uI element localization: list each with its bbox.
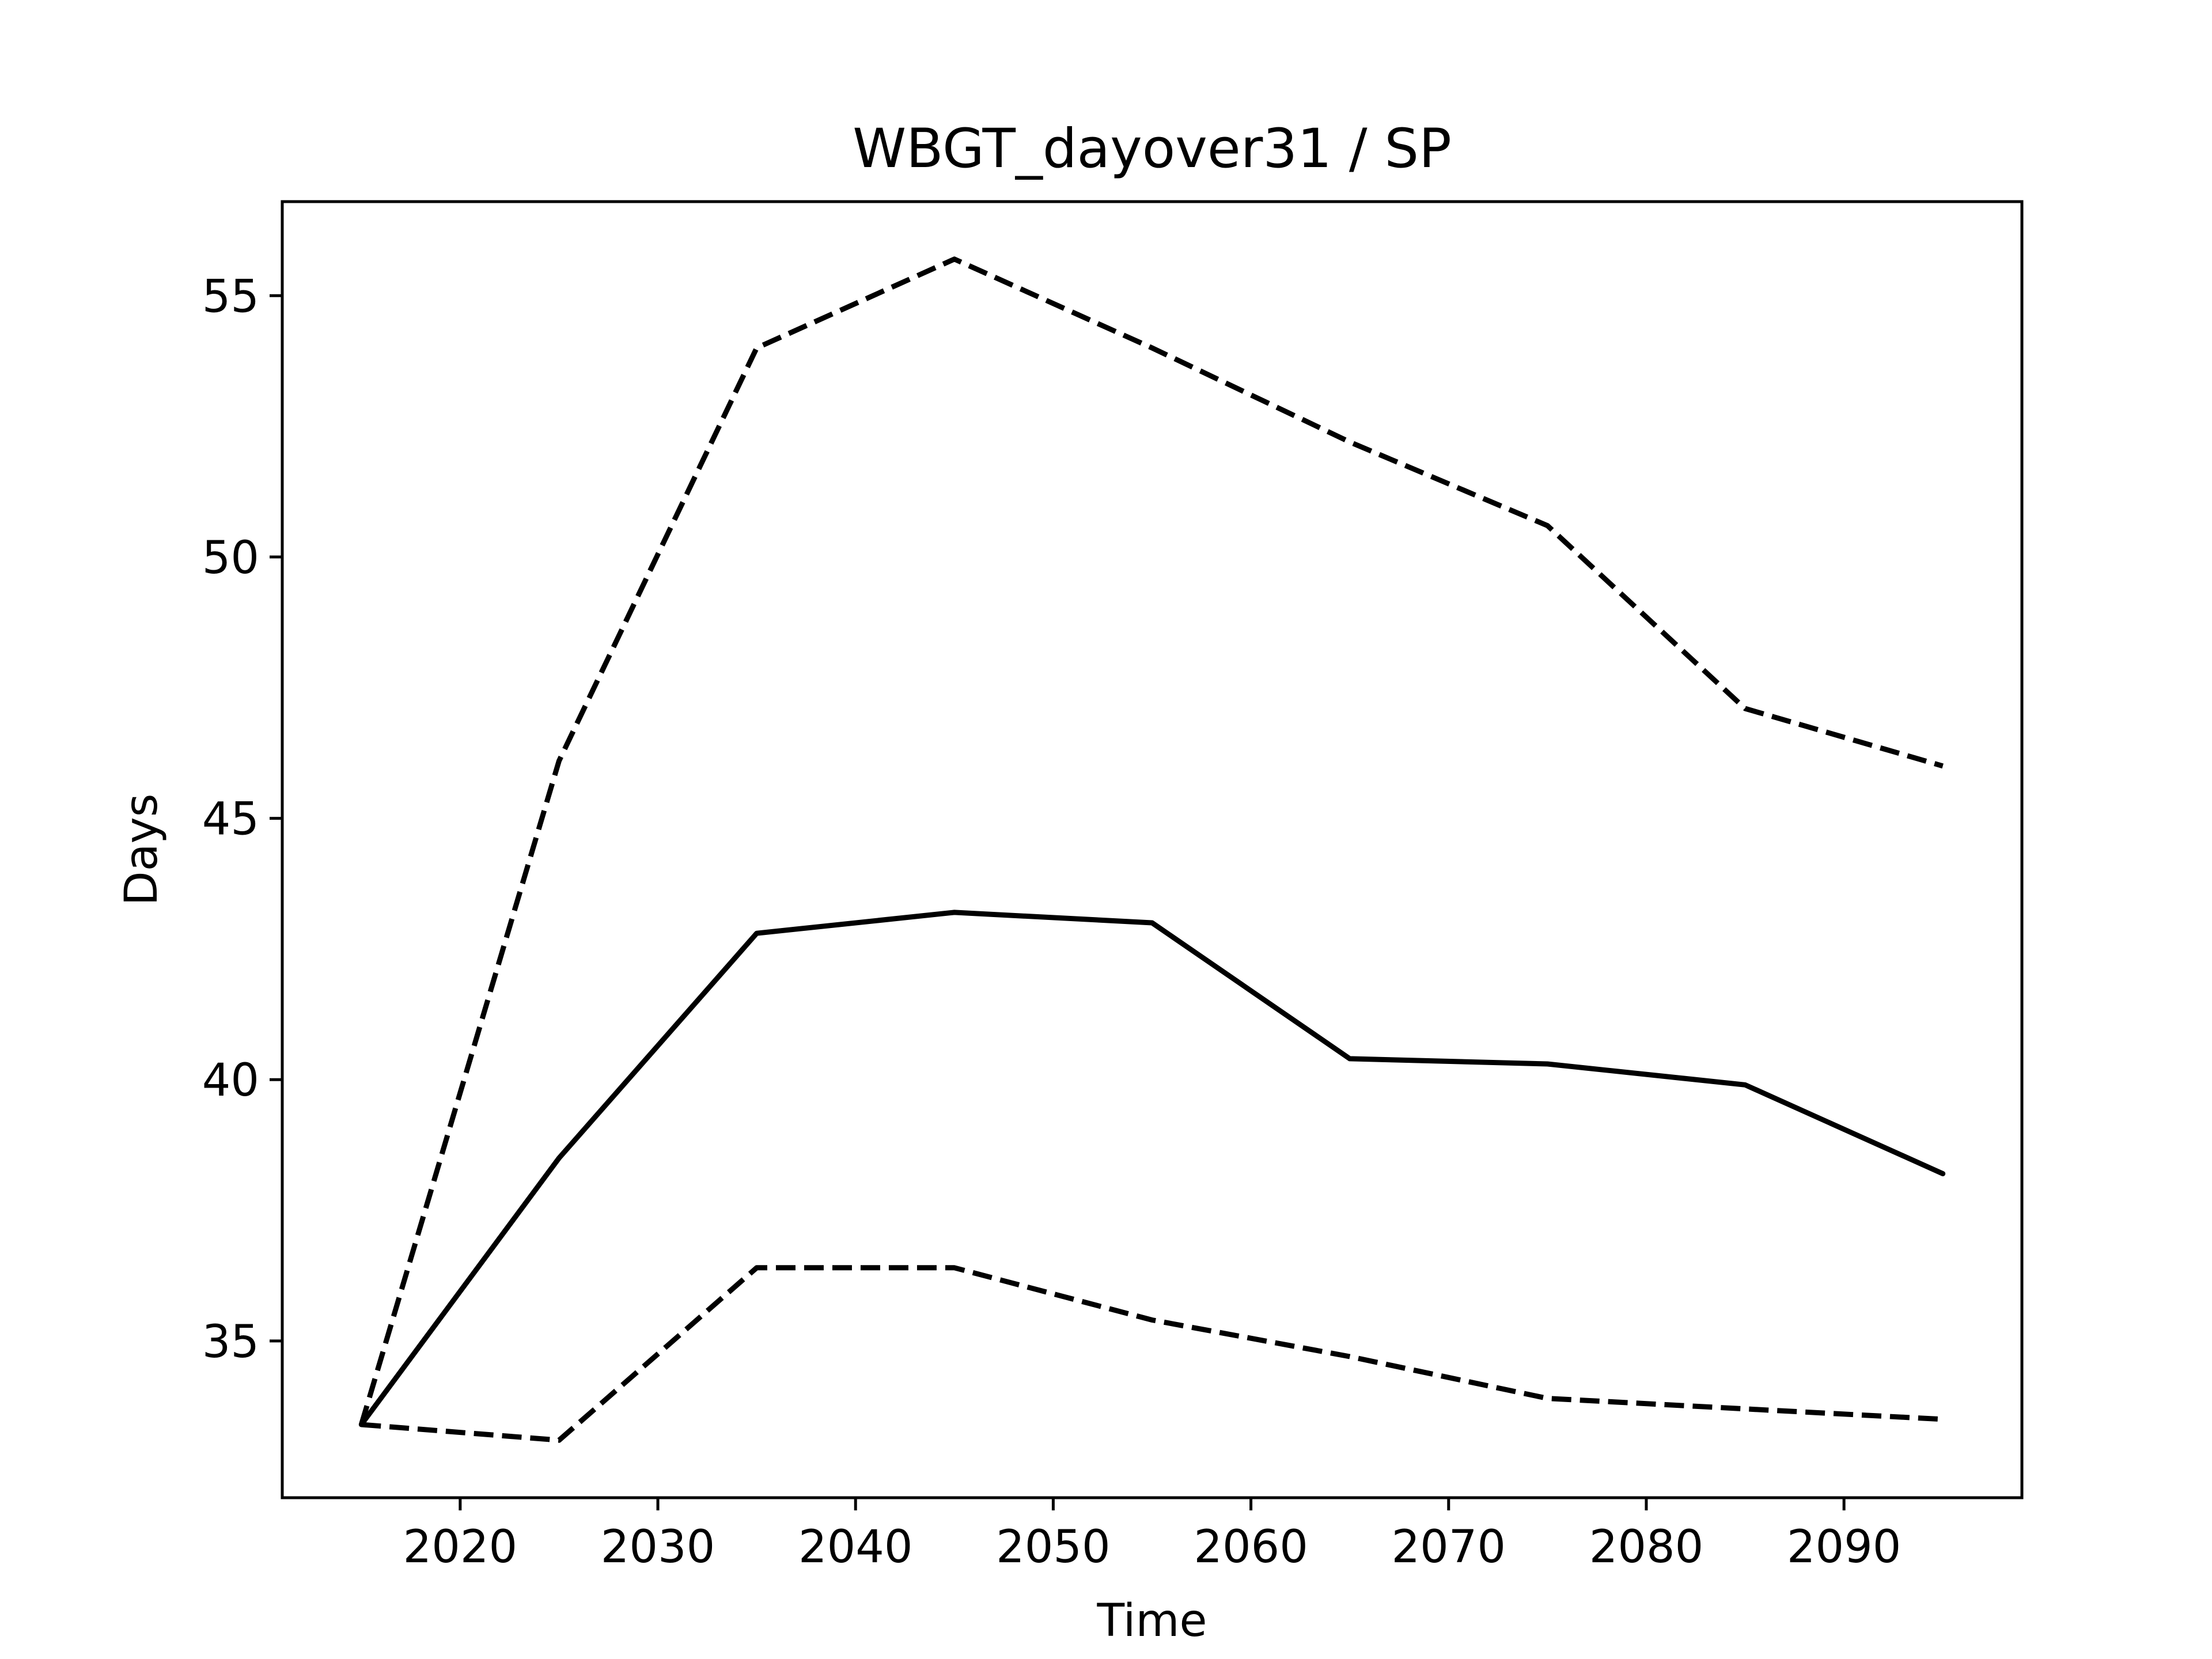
y-axis-ticks: 35 40 45 50 55 xyxy=(202,271,282,1368)
dashed-series-line-3 xyxy=(361,1265,1943,1443)
y-tick-label: 45 xyxy=(202,794,259,846)
x-tick-label: 2060 xyxy=(1194,1521,1308,1573)
y-tick-label: 50 xyxy=(202,532,259,584)
x-tick-label: 2020 xyxy=(403,1521,518,1573)
x-tick-label: 2030 xyxy=(601,1521,715,1573)
y-tick-label: 35 xyxy=(202,1316,259,1368)
x-tick-label: 2070 xyxy=(1392,1521,1506,1573)
x-tick-label: 2050 xyxy=(996,1521,1111,1573)
chart-title: WBGT_dayover31 / SP xyxy=(853,118,1452,180)
x-tick-label: 2090 xyxy=(1787,1521,1902,1573)
y-tick-label: 40 xyxy=(202,1055,259,1107)
y-axis-label: Days xyxy=(116,794,168,906)
x-axis-label: Time xyxy=(1097,1595,1207,1647)
y-tick-label: 55 xyxy=(202,271,259,323)
x-tick-label: 2080 xyxy=(1589,1521,1704,1573)
series-layer xyxy=(358,256,1946,1443)
x-axis-ticks: 2020 2030 2040 2050 2060 2070 2080 2090 xyxy=(403,1498,1902,1573)
plot-area-frame xyxy=(281,200,2024,1499)
x-tick-label: 2040 xyxy=(798,1521,913,1573)
solid-series-line-1 xyxy=(358,910,1946,1427)
dashed-series-line-2 xyxy=(358,256,1944,1426)
